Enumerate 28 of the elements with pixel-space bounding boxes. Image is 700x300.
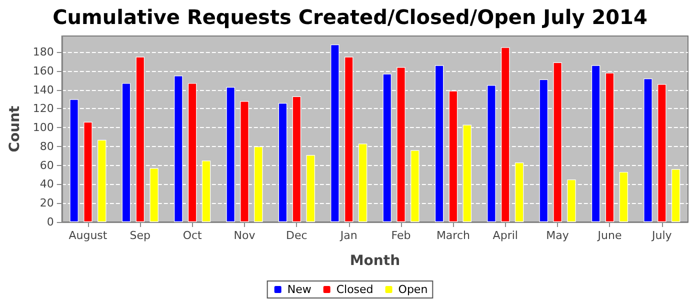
x-tick-label: April (492, 229, 518, 242)
x-tick-label: Dec (286, 229, 308, 242)
legend-label: Closed (336, 283, 374, 296)
x-tick-label: June (596, 229, 622, 242)
y-tick-label: 20 (40, 196, 54, 210)
x-tick-label: Sep (130, 229, 151, 242)
y-tick-label: 60 (40, 158, 54, 172)
y-tick-label: 100 (32, 121, 54, 134)
x-axis-title: Month (350, 253, 400, 269)
y-tick-label: 180 (32, 46, 54, 59)
y-tick-label: 40 (40, 178, 54, 191)
x-tick-label: Jan (339, 229, 358, 242)
x-tick-label: August (68, 229, 108, 242)
y-tick-label: 140 (32, 83, 54, 96)
y-tick-label: 120 (32, 102, 54, 116)
x-tick-label: Oct (182, 229, 203, 242)
chart-title: Cumulative Requests Created/Closed/Open July 2014 (52, 5, 648, 29)
x-tick-label: Nov (234, 229, 256, 242)
x-tick-label: July (651, 229, 672, 242)
y-tick-label: 160 (32, 64, 54, 78)
x-tick-label: May (546, 229, 570, 242)
legend-label: Open (398, 283, 428, 296)
x-tick-label: Feb (391, 229, 411, 242)
y-tick-label: 80 (40, 140, 54, 153)
legend-label: New (287, 283, 312, 296)
y-axis-title: Count (7, 105, 23, 152)
y-tick-label: 0 (46, 216, 54, 228)
x-tick-label: March (436, 229, 470, 242)
